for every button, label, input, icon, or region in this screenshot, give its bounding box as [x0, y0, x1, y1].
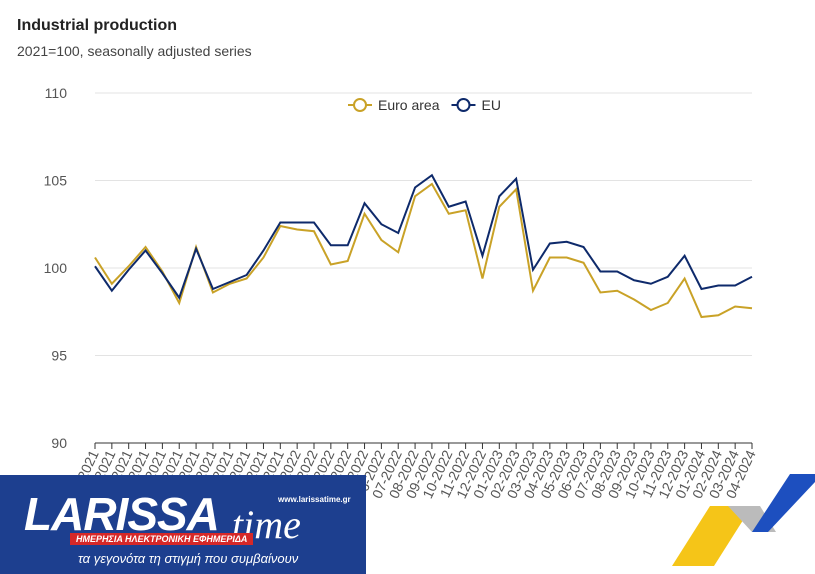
y-tick-label: 105	[44, 173, 68, 189]
series-line	[94, 173, 753, 300]
legend-label: EU	[481, 97, 500, 113]
series-line	[94, 182, 753, 319]
chart-title: Industrial production	[17, 17, 177, 34]
legend-marker	[456, 98, 471, 112]
legend-label: Euro area	[378, 97, 440, 113]
logo-url: www.larissatime.gr	[278, 495, 351, 504]
decor-yellow	[672, 506, 752, 566]
y-tick-label: 110	[45, 85, 68, 101]
y-tick-label: 100	[44, 260, 68, 276]
logo-brand: LARISSA	[24, 488, 220, 540]
logo: LARISSA time www.larissatime.gr ΗΜΕΡΗΣΙΑ…	[0, 475, 366, 574]
y-tick-label: 95	[51, 348, 67, 364]
y-tick-label: 90	[51, 435, 67, 451]
logo-tagline: ΗΜΕΡΗΣΙΑ ΗΛΕΚΤΡΟΝΙΚΗ ΕΦΗΜΕΡΙΔΑ	[70, 533, 254, 545]
legend-marker	[353, 98, 367, 112]
logo-motto: τα γεγονότα τη στιγμή που συμβαίνουν	[78, 551, 299, 566]
decor-blue	[752, 474, 815, 532]
chart-subtitle: 2021=100, seasonally adjusted series	[17, 43, 252, 59]
